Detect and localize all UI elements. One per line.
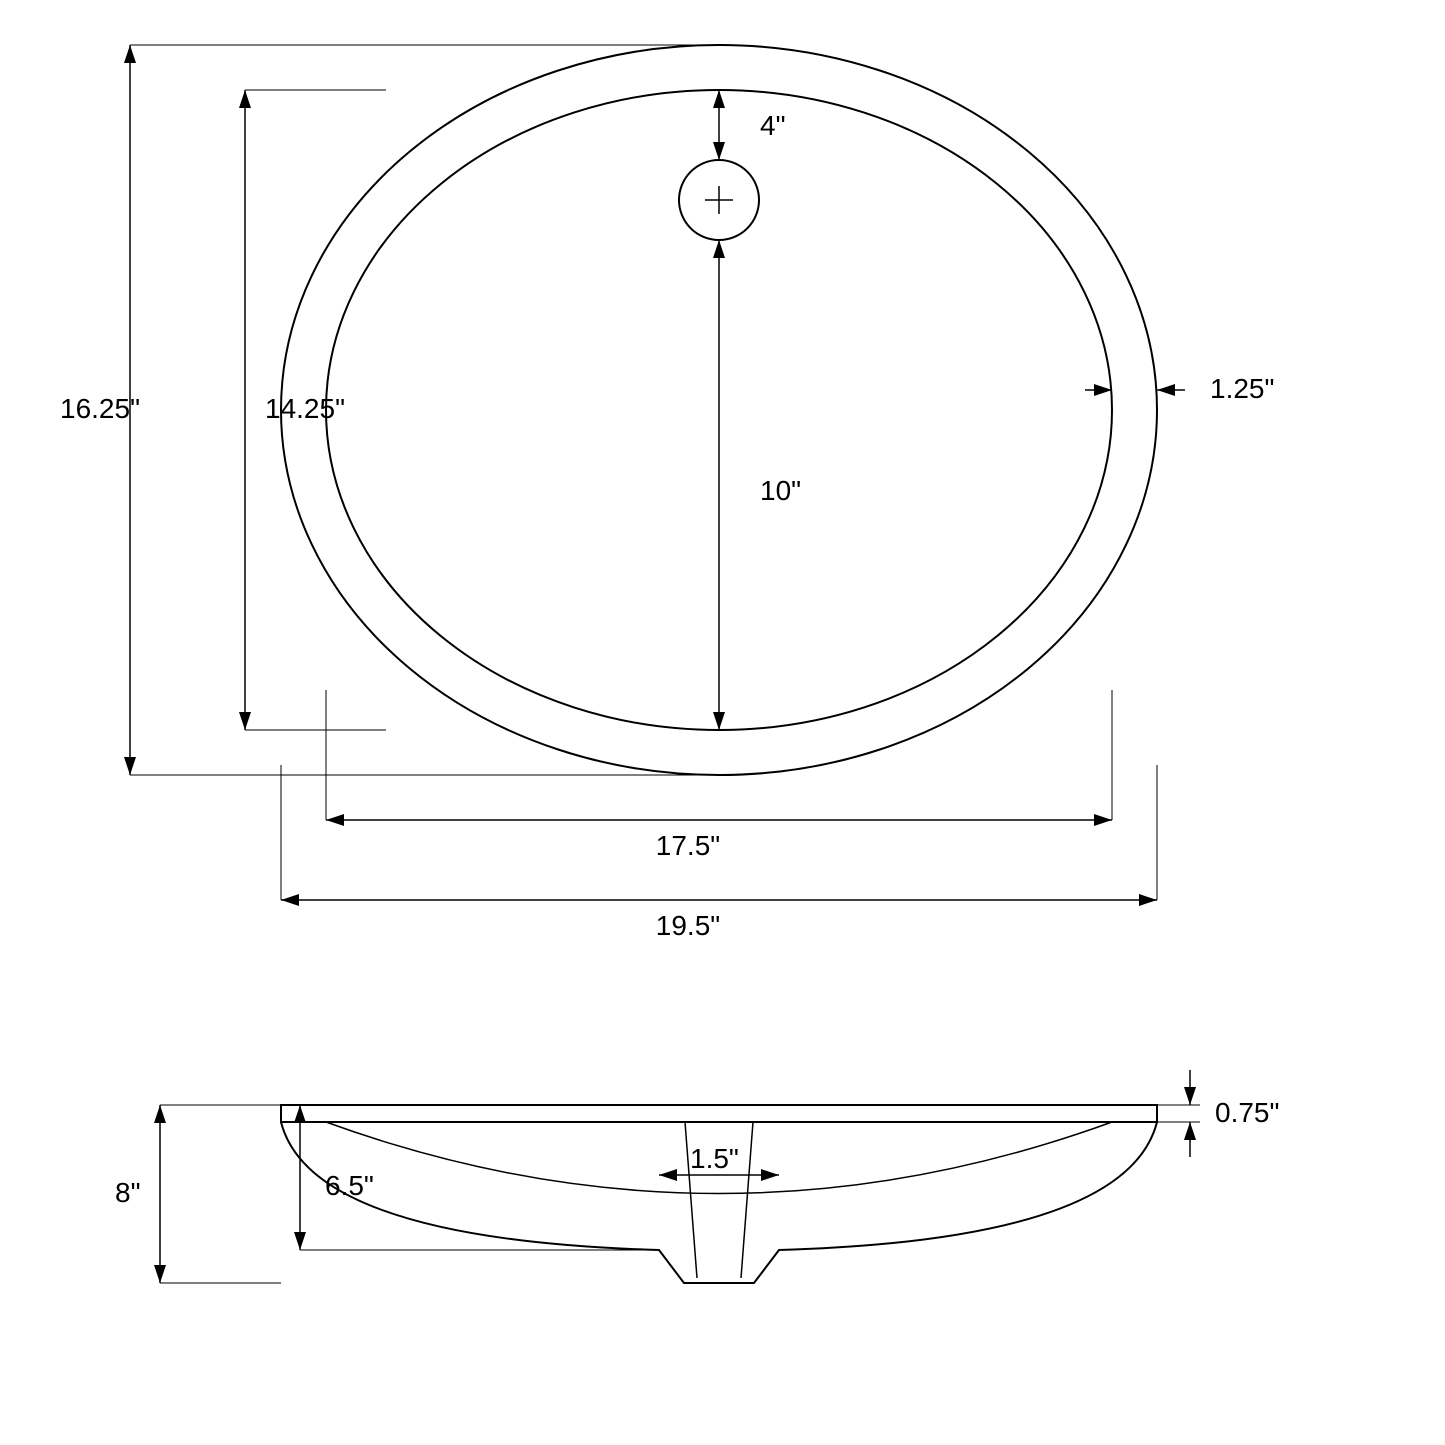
svg-text:8": 8" bbox=[115, 1177, 141, 1208]
svg-text:1.25": 1.25" bbox=[1210, 373, 1274, 404]
svg-text:16.25": 16.25" bbox=[60, 393, 140, 424]
sink-side-rim bbox=[281, 1105, 1157, 1122]
svg-text:0.75": 0.75" bbox=[1215, 1097, 1279, 1128]
svg-text:17.5": 17.5" bbox=[656, 830, 720, 861]
svg-text:14.25": 14.25" bbox=[265, 393, 345, 424]
svg-text:6.5": 6.5" bbox=[325, 1170, 374, 1201]
svg-text:10": 10" bbox=[760, 475, 801, 506]
dimension-drawing: 16.25" 14.25" 17.5" 19.5" 1.25" 4" 10" 8" 6.5" 0.… bbox=[0, 0, 1445, 1445]
svg-text:1.5": 1.5" bbox=[690, 1143, 739, 1174]
svg-text:4": 4" bbox=[760, 110, 786, 141]
svg-text:19.5": 19.5" bbox=[656, 910, 720, 941]
